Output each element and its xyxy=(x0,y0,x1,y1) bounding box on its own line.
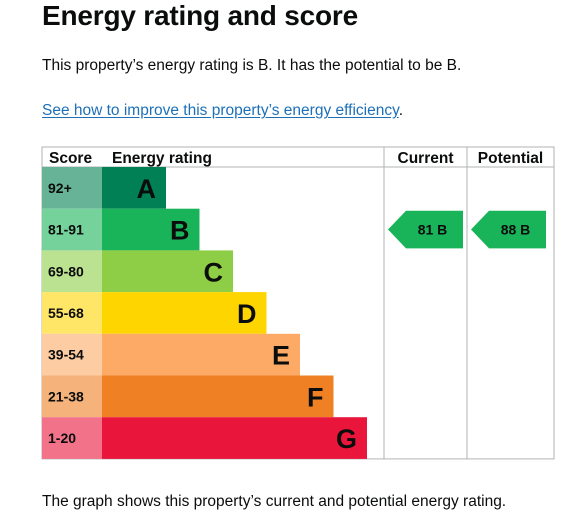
rating-letter-c: C xyxy=(204,257,224,287)
score-cell-c xyxy=(42,250,102,293)
rating-summary: This property’s energy rating is B. It h… xyxy=(42,57,462,74)
rating-letter-e: E xyxy=(272,341,290,371)
rating-letter-g: G xyxy=(336,424,357,454)
link-suffix: . xyxy=(398,102,403,119)
score-range-e: 39-54 xyxy=(48,347,84,363)
energy-rating-column-header: Energy rating xyxy=(112,150,212,167)
score-cell-e xyxy=(42,333,102,376)
rating-bar-d xyxy=(102,292,267,334)
rating-bar-c xyxy=(102,250,233,293)
potential-column-header: Potential xyxy=(478,150,543,167)
chart-description: The graph shows this property’s current … xyxy=(42,493,507,510)
score-cell-g xyxy=(42,417,102,459)
score-range-g: 1-20 xyxy=(48,430,76,446)
current-rating-arrow xyxy=(388,210,463,249)
score-range-a: 92+ xyxy=(48,180,72,196)
page-title: Energy rating and score xyxy=(42,0,358,31)
score-cell-d xyxy=(42,292,102,334)
score-cell-a xyxy=(42,167,102,209)
score-range-d: 55-68 xyxy=(48,305,84,321)
potential-rating-arrow xyxy=(471,210,546,249)
rating-letter-f: F xyxy=(307,382,324,412)
rating-bar-b xyxy=(102,208,200,251)
current-column-header: Current xyxy=(398,150,454,167)
improve-link-line: See how to improve this property’s energ… xyxy=(42,101,403,121)
score-range-f: 21-38 xyxy=(48,388,84,404)
score-cell-b xyxy=(42,208,102,251)
rating-bar-g xyxy=(102,417,367,459)
rating-letter-a: A xyxy=(137,174,157,204)
rating-bar-e xyxy=(102,333,300,376)
rating-letter-d: D xyxy=(237,299,257,329)
score-column-header: Score xyxy=(49,150,92,167)
rating-bar-a xyxy=(102,167,166,209)
score-range-b: 81-91 xyxy=(48,222,84,238)
current-rating-label: 81 B xyxy=(418,222,448,238)
rating-bar-f xyxy=(102,375,334,418)
score-cell-f xyxy=(42,375,102,418)
score-range-c: 69-80 xyxy=(48,263,84,279)
improve-efficiency-link[interactable]: See how to improve this property’s energ… xyxy=(42,102,399,119)
rating-letter-b: B xyxy=(170,216,190,246)
potential-rating-label: 88 B xyxy=(501,222,531,238)
